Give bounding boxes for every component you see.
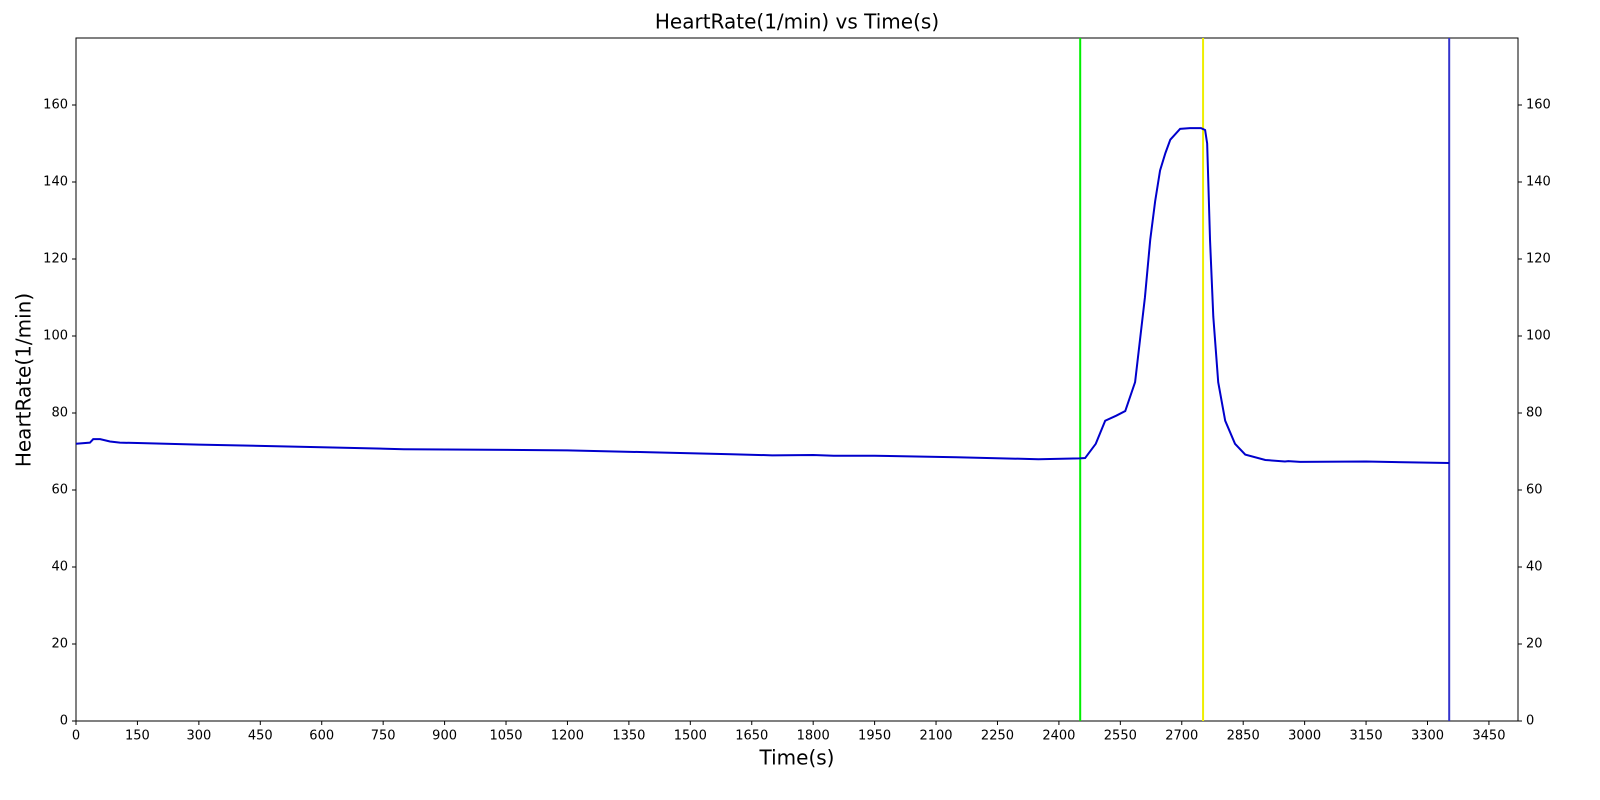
y-tick-label: 40 [51, 559, 68, 574]
x-tick-label: 3000 [1288, 729, 1321, 744]
x-tick-label: 3300 [1411, 729, 1444, 744]
x-tick-label: 2400 [1042, 729, 1075, 744]
y-tick-label: 120 [43, 251, 68, 266]
data-line [75, 127, 1450, 465]
y-tick-label-right: 0 [1526, 714, 1534, 729]
x-tick-label: 1500 [674, 729, 707, 744]
x-tick-label: 2850 [1227, 729, 1260, 744]
plot-frame [75, 37, 1519, 722]
x-axis-label: Time(s) [759, 746, 835, 770]
y-tick-label-right: 160 [1526, 97, 1551, 112]
y-tick-label-right: 80 [1526, 405, 1543, 420]
y-tick-label: 20 [51, 636, 68, 651]
y-tick-label-right: 120 [1526, 251, 1551, 266]
y-tick-label-right: 60 [1526, 482, 1543, 497]
y-tick-label: 60 [51, 482, 68, 497]
y-tick-label-right: 20 [1526, 636, 1543, 651]
x-tick-label: 1950 [858, 729, 891, 744]
x-tick-label: 3150 [1350, 729, 1383, 744]
x-tick-label: 450 [248, 729, 273, 744]
x-tick-label: 150 [125, 729, 150, 744]
x-tick-label: 0 [72, 729, 80, 744]
y-tick-label: 140 [43, 174, 68, 189]
x-tick-label: 1350 [612, 729, 645, 744]
x-tick-label: 2100 [919, 729, 952, 744]
x-tick-label: 900 [432, 729, 457, 744]
x-tick-label: 1200 [551, 729, 584, 744]
y-tick-label-right: 140 [1526, 174, 1551, 189]
y-tick-label: 80 [51, 405, 68, 420]
y-tick-label: 0 [60, 714, 68, 729]
x-tick-label: 600 [309, 729, 334, 744]
x-tick-label: 3450 [1472, 729, 1505, 744]
y-tick-label: 160 [43, 97, 68, 112]
x-tick-label: 2250 [981, 729, 1014, 744]
y-axis-label: HeartRate(1/min) [12, 293, 36, 467]
y-tick-label-right: 40 [1526, 559, 1543, 574]
y-tick-label: 100 [43, 328, 68, 343]
x-tick-label: 300 [186, 729, 211, 744]
chart-title: HeartRate(1/min) vs Time(s) [655, 10, 939, 34]
x-tick-label: 1800 [797, 729, 830, 744]
x-tick-label: 750 [371, 729, 396, 744]
x-tick-label: 2700 [1165, 729, 1198, 744]
x-tick-label: 1050 [489, 729, 522, 744]
x-tick-label: 1650 [735, 729, 768, 744]
x-tick-label: 2550 [1104, 729, 1137, 744]
y-tick-label-right: 100 [1526, 328, 1551, 343]
